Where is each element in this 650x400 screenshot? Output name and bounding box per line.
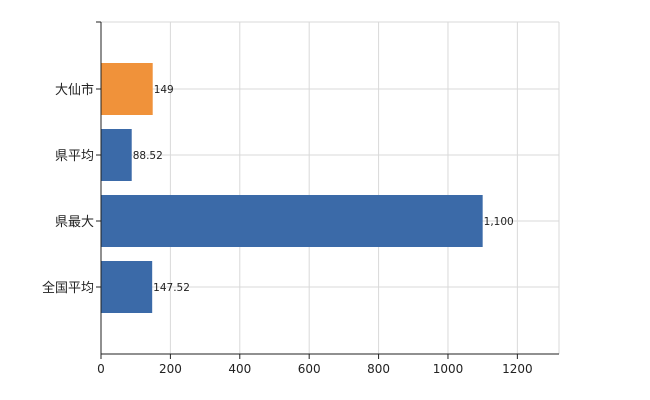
x-tick-labels: 0 200 400 600 800 1000 1200 [97,354,533,376]
data-label: 147.52 [153,282,190,294]
data-labels: 149 88.52 1,100 147.52 [133,84,514,294]
category-label: 全国平均 [42,280,94,296]
x-tick-label: 0 [97,362,105,376]
data-label: 1,100 [484,216,514,228]
bar [101,195,483,247]
data-label: 88.52 [133,150,163,162]
bar [101,261,153,313]
bar [101,63,153,115]
data-label: 149 [154,84,174,96]
x-tick-label: 200 [159,362,182,376]
x-tick-label: 600 [298,362,321,376]
bars [101,63,483,313]
x-tick-label: 800 [367,362,390,376]
category-label: 県平均 [55,149,94,164]
x-tick-label: 400 [228,362,251,376]
axes [96,21,559,355]
category-label: 県最大 [55,215,94,230]
x-tick-label: 1000 [433,362,464,376]
bar [101,129,132,181]
x-tick-label: 1200 [502,362,533,376]
category-label: 大仙市 [55,82,94,98]
grid-lines [101,21,560,354]
